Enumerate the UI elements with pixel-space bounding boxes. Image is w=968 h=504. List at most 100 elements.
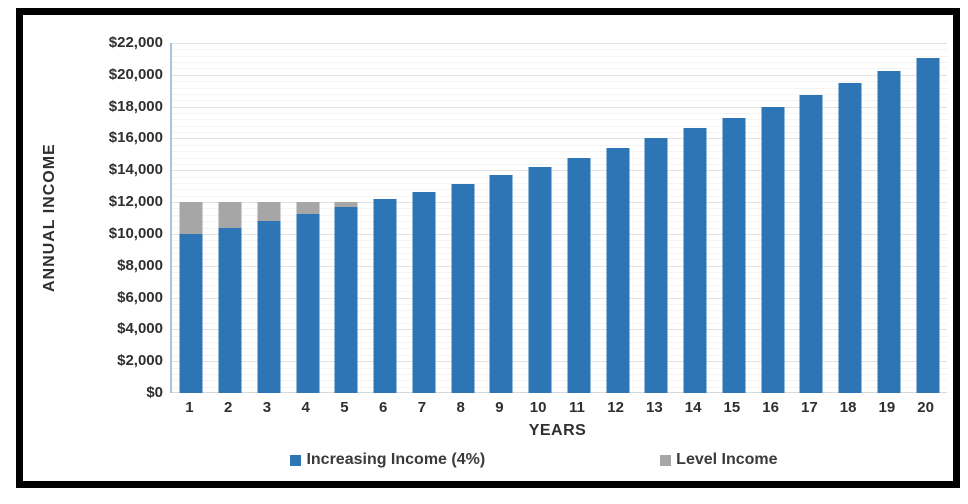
y-axis-title: ANNUAL INCOME xyxy=(41,143,58,293)
minor-gridline xyxy=(172,157,947,159)
major-gridline xyxy=(172,74,947,76)
increasing-income-bar xyxy=(334,206,358,393)
legend-label-increasing-income: Increasing Income (4%) xyxy=(306,451,486,468)
minor-gridline xyxy=(172,240,947,242)
minor-gridline xyxy=(172,100,947,102)
bar-slot-year-11 xyxy=(560,43,599,393)
minor-gridline xyxy=(172,380,947,382)
minor-gridline xyxy=(172,195,947,197)
bar-series xyxy=(172,43,947,393)
bar-slot-year-14 xyxy=(676,43,715,393)
increasing-income-bar xyxy=(799,95,823,393)
y-tick-label: $4,000 xyxy=(117,320,163,338)
x-tick-label: 8 xyxy=(456,399,465,416)
y-tick-label: $8,000 xyxy=(117,256,163,274)
x-tick-label: 17 xyxy=(801,399,818,416)
x-axis-tick-labels: 1 2 3 4 5 6 7 8 9 10 11 12 13 14 15 16 17 18 19 20 xyxy=(170,399,945,416)
increasing-income-bar xyxy=(179,233,203,393)
bar-slot-year-8 xyxy=(443,43,482,393)
minor-gridline xyxy=(172,373,947,375)
increasing-income-bar xyxy=(451,183,475,393)
y-tick-label: $18,000 xyxy=(108,97,163,115)
minor-gridline xyxy=(172,291,947,293)
increasing-income-bar xyxy=(218,227,242,393)
y-tick-label: $10,000 xyxy=(108,224,163,242)
minor-gridline xyxy=(172,214,947,216)
x-tick-label: 6 xyxy=(378,399,388,416)
legend-item-level-income: Level Income xyxy=(660,451,778,469)
y-tick-label: $6,000 xyxy=(117,288,163,306)
minor-gridline xyxy=(172,348,947,350)
minor-gridline xyxy=(172,189,947,191)
major-gridline xyxy=(172,329,947,331)
x-tick-label: 16 xyxy=(762,399,779,416)
bar-slot-year-20 xyxy=(908,43,947,393)
increasing-income-bar xyxy=(296,214,320,393)
x-tick-label: 13 xyxy=(646,399,663,416)
increasing-income-bar xyxy=(489,175,513,393)
y-tick-label: $12,000 xyxy=(108,193,163,211)
bar-slot-year-17 xyxy=(792,43,831,393)
bar-slot-year-18 xyxy=(831,43,870,393)
bar-slot-year-2 xyxy=(211,43,250,393)
increasing-income-bar xyxy=(722,117,746,393)
increasing-income-bar xyxy=(916,57,940,393)
x-tick-label: 11 xyxy=(568,399,585,416)
increasing-income-swatch-icon xyxy=(290,454,302,466)
minor-gridline xyxy=(172,49,947,51)
minor-gridline xyxy=(172,132,947,134)
minor-gridline xyxy=(172,68,947,70)
minor-gridline xyxy=(172,253,947,254)
x-tick-label: 12 xyxy=(607,399,624,416)
increasing-income-bar xyxy=(567,157,591,393)
bar-slot-year-10 xyxy=(521,43,560,393)
increasing-income-bar xyxy=(838,83,862,393)
minor-gridline xyxy=(172,259,947,261)
minor-gridline xyxy=(172,151,947,153)
x-tick-label: 4 xyxy=(301,399,310,416)
x-tick-label: 3 xyxy=(262,399,272,416)
x-tick-label: 9 xyxy=(495,399,504,416)
x-tick-label: 15 xyxy=(723,399,741,416)
bar-slot-year-6 xyxy=(366,43,405,393)
bar-slot-year-13 xyxy=(637,43,676,393)
y-tick-label: $0 xyxy=(146,384,163,401)
x-tick-label: 2 xyxy=(223,399,233,416)
increasing-income-bar xyxy=(877,70,901,393)
y-tick-label: $22,000 xyxy=(108,34,163,51)
minor-gridline xyxy=(172,272,947,274)
increasing-income-bar xyxy=(257,220,281,393)
increasing-income-bar xyxy=(761,106,785,393)
minor-gridline xyxy=(172,62,947,64)
minor-gridline xyxy=(172,323,947,324)
minor-gridline xyxy=(172,144,947,146)
x-tick-label: 20 xyxy=(917,399,934,416)
minor-gridline xyxy=(172,125,947,127)
minor-gridline xyxy=(172,221,947,223)
y-tick-label: $14,000 xyxy=(108,161,163,179)
minor-gridline xyxy=(172,208,947,210)
y-tick-label: $2,000 xyxy=(117,352,163,370)
increasing-income-bar xyxy=(528,166,552,393)
minor-gridline xyxy=(172,284,947,286)
chart-frame: ANNUAL INCOME $0 $2,000 $4,000 $6,000 $8,000… xyxy=(16,8,960,488)
minor-gridline xyxy=(172,119,947,121)
minor-gridline xyxy=(172,93,947,95)
x-tick-label: 19 xyxy=(878,399,896,416)
y-tick-label: $16,000 xyxy=(108,129,163,147)
x-axis-line xyxy=(172,392,947,393)
major-gridline xyxy=(172,170,947,172)
major-gridline xyxy=(172,43,947,44)
minor-gridline xyxy=(172,342,947,344)
bar-slot-year-4 xyxy=(288,43,327,393)
x-axis-title: YEARS xyxy=(528,422,587,439)
increasing-income-bar xyxy=(683,128,707,393)
minor-gridline xyxy=(172,246,947,248)
minor-gridline xyxy=(172,354,947,356)
x-tick-label: 5 xyxy=(340,399,349,416)
level-income-swatch-icon xyxy=(660,454,672,466)
y-axis-tick-labels: $0 $2,000 $4,000 $6,000 $8,000 $10,000 $12,000… xyxy=(61,34,163,401)
bar-slot-year-16 xyxy=(753,43,792,393)
x-tick-label: 18 xyxy=(839,399,857,416)
increasing-income-bar xyxy=(412,191,436,393)
